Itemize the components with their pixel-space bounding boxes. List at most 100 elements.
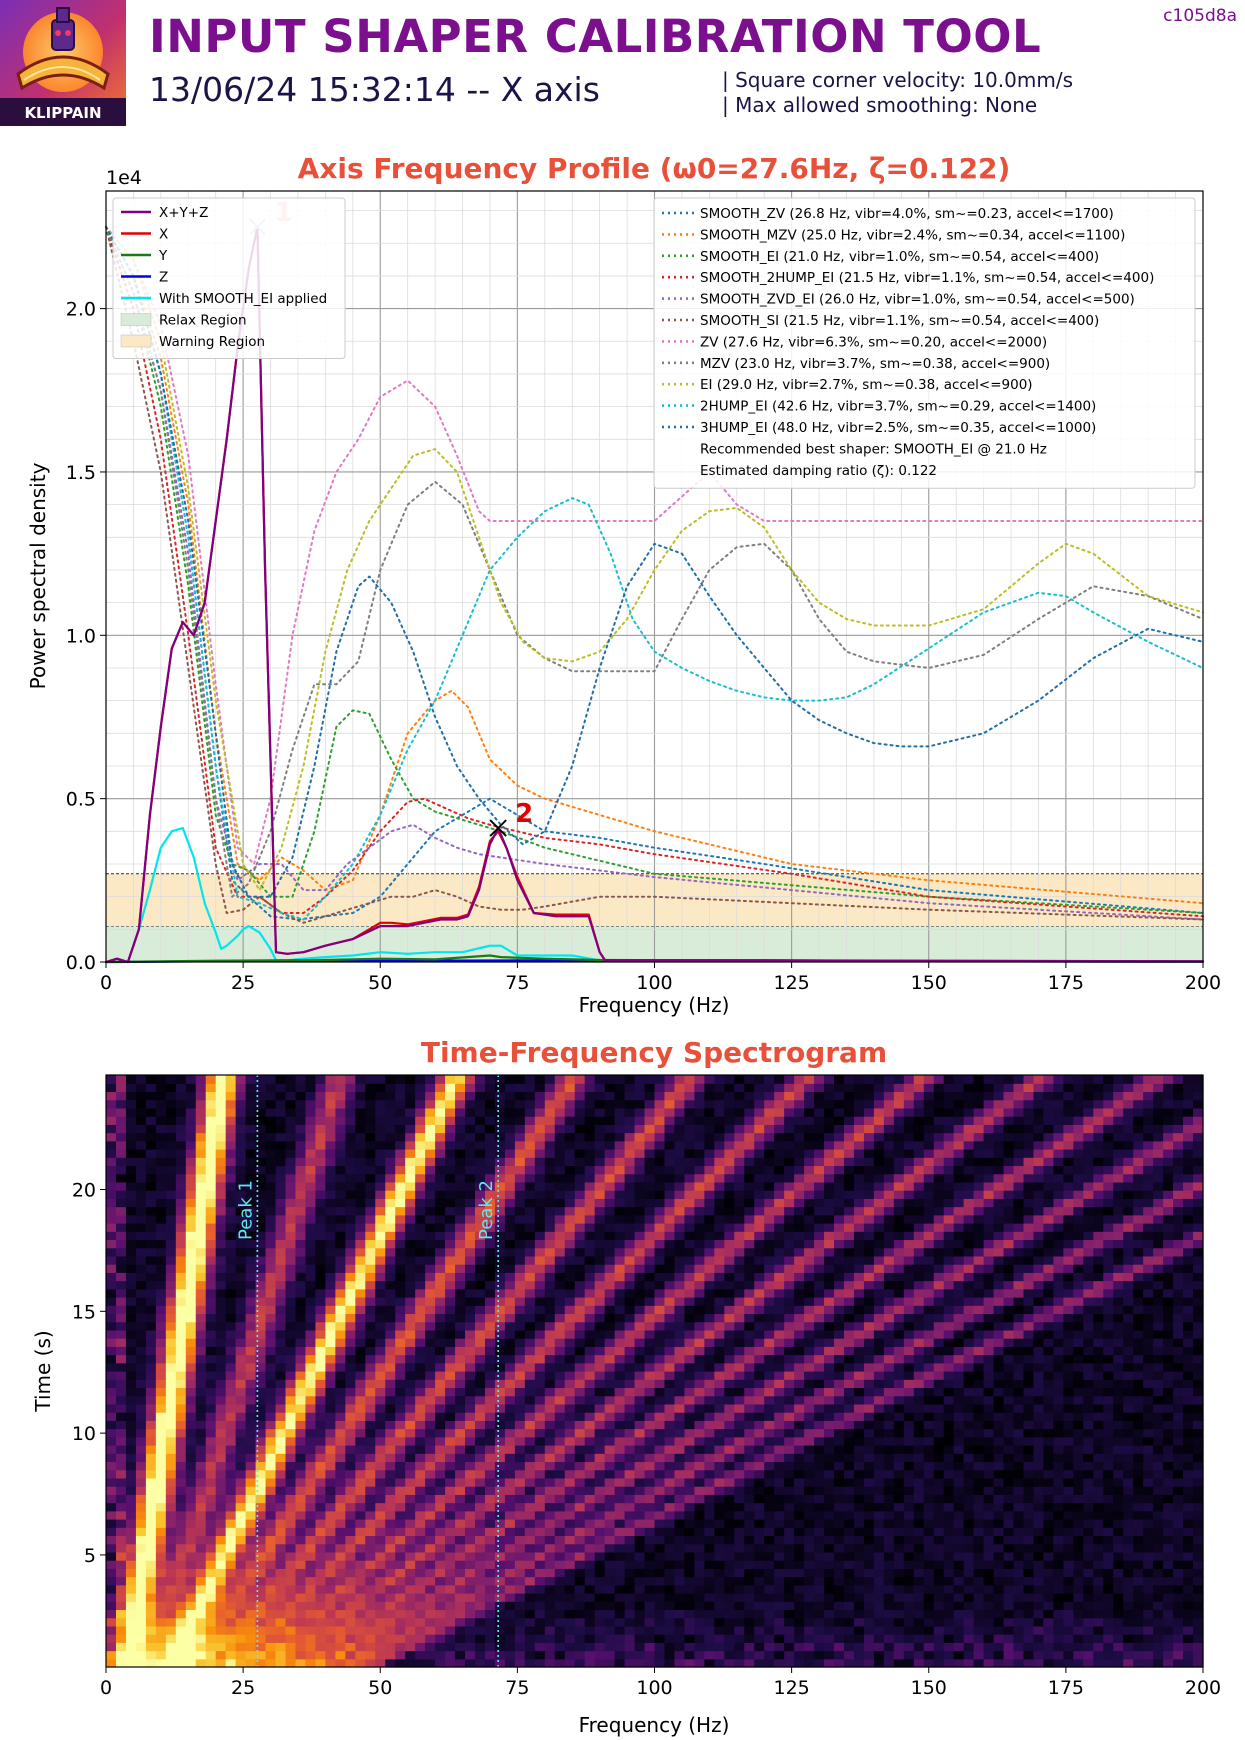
spectrogram-cell (335, 1625, 346, 1635)
spectrogram-cell (265, 1551, 277, 1561)
spectrogram-cell (674, 1568, 686, 1578)
spectrogram-cell (1143, 1568, 1154, 1578)
spectrogram-cell (704, 1601, 715, 1611)
spectrogram-cell (494, 1551, 506, 1561)
spectrogram-cell (395, 1469, 406, 1479)
spectrogram-cell (784, 1403, 795, 1413)
spectrogram-cell (544, 1313, 556, 1323)
spectrogram-cell (275, 1625, 287, 1635)
spectrogram-cell (594, 1617, 606, 1627)
spectrogram-cell (724, 1436, 735, 1446)
spectrogram-cell (834, 1658, 845, 1668)
spectrogram-cell (774, 1305, 785, 1315)
spectrogram-cell (1003, 1494, 1015, 1504)
spectrogram-cell (544, 1593, 556, 1602)
spectrogram-cell (684, 1609, 695, 1619)
spectrogram-cell (963, 1650, 975, 1660)
spectrogram-cell (1043, 1510, 1055, 1520)
spectrogram-cell (305, 1453, 317, 1463)
spectrogram-cell (1053, 1329, 1064, 1339)
spectrogram-cell (1003, 1568, 1015, 1578)
spectrogram-cell (1193, 1445, 1204, 1454)
spectrogram-cell (135, 1329, 147, 1339)
spectrogram-cell (435, 1502, 446, 1512)
spectrogram-cell (754, 1617, 765, 1627)
spectrogram-cell (1193, 1494, 1204, 1504)
spectrogram-cell (1073, 1634, 1084, 1643)
spectrogram-cell (913, 1510, 925, 1520)
spectrogram-cell (445, 1477, 456, 1487)
spectrogram-cell (694, 1527, 705, 1537)
spectrogram-cell (355, 1346, 366, 1356)
spectrogram-cell (724, 1609, 735, 1619)
spectrogram-cell (125, 1387, 137, 1397)
spectrogram-cell (1163, 1445, 1174, 1454)
spectrogram-cell (824, 1321, 835, 1331)
spectrogram-cell (305, 1354, 317, 1364)
spectrogram-cell (474, 1584, 486, 1594)
spectrogram-cell (435, 1617, 446, 1627)
spectrogram-cell (843, 1617, 855, 1627)
spectrogram-cell (245, 1527, 257, 1537)
series-line (105, 225, 1204, 892)
spectrogram-cell (155, 1329, 167, 1339)
spectrogram-cell (1133, 1469, 1144, 1479)
spectrogram-cell (634, 1412, 646, 1421)
spectrogram-cell (923, 1453, 935, 1463)
spectrogram-cell (634, 1625, 646, 1635)
spectrogram-cell (993, 1601, 1005, 1611)
spectrogram-cell (255, 1403, 267, 1413)
spectrogram-cell (295, 1584, 307, 1594)
spectrogram-cell (724, 1346, 735, 1356)
spectrogram-cell (754, 1461, 765, 1471)
spectrogram-cell (1103, 1403, 1114, 1413)
spectrogram-cell (484, 1486, 496, 1495)
spectrogram-cell (644, 1329, 656, 1339)
spectrogram-cell (744, 1403, 755, 1413)
spectrogram-cell (514, 1412, 526, 1421)
spectrogram-cell (694, 1436, 705, 1446)
spectrogram-cell (1083, 1412, 1094, 1421)
spectrogram-cell (644, 1362, 656, 1372)
spectrogram-cell (355, 1593, 366, 1602)
spectrogram-cell (494, 1321, 506, 1331)
spectrogram-cell (1173, 1486, 1184, 1495)
spectrogram-cell (634, 1420, 646, 1430)
spectrogram-cell (624, 1634, 636, 1643)
spectrogram-cell (873, 1428, 885, 1438)
spectrogram-cell (574, 1346, 586, 1356)
spectrogram-cell (574, 1502, 586, 1512)
spectrogram-cell (564, 1543, 576, 1553)
spectrogram-cell (983, 1477, 995, 1487)
spectrogram-cell (923, 1321, 935, 1331)
spectrogram-cell (375, 1527, 386, 1537)
spectrogram-cell (903, 1469, 915, 1479)
spectrogram-cell (395, 1395, 406, 1405)
spectrogram-cell (554, 1461, 566, 1471)
spectrogram-cell (654, 1313, 666, 1323)
spectrogram-cell (295, 1313, 307, 1323)
spectrogram-cell (903, 1617, 915, 1627)
spectrogram-cell (814, 1313, 825, 1323)
spectrogram-cell (415, 1461, 426, 1471)
spectrogram-cell (395, 1510, 406, 1520)
spectrogram-cell (455, 1469, 466, 1479)
spectrogram-cell (824, 1519, 835, 1528)
spectrogram-cell (754, 1650, 765, 1660)
spectrogram-cell (195, 1519, 207, 1528)
spectrogram-cell (285, 1634, 297, 1643)
spectrogram-cell (534, 1535, 546, 1545)
spectrogram-cell (484, 1305, 496, 1315)
spectrogram-cell (913, 1642, 925, 1652)
spectrogram-cell (614, 1412, 626, 1421)
spectrogram-cell (814, 1551, 825, 1561)
spectrogram-cell (734, 1354, 745, 1364)
spectrogram-cell (355, 1486, 366, 1495)
spectrogram-cell (504, 1362, 516, 1372)
spectrogram-cell (455, 1428, 466, 1438)
spectrogram-cell (215, 1560, 227, 1569)
spectrogram-cell (754, 1313, 765, 1323)
spectrogram-cell (574, 1469, 586, 1479)
spectrogram-cell (694, 1412, 705, 1421)
spectrogram-cell (564, 1313, 576, 1323)
